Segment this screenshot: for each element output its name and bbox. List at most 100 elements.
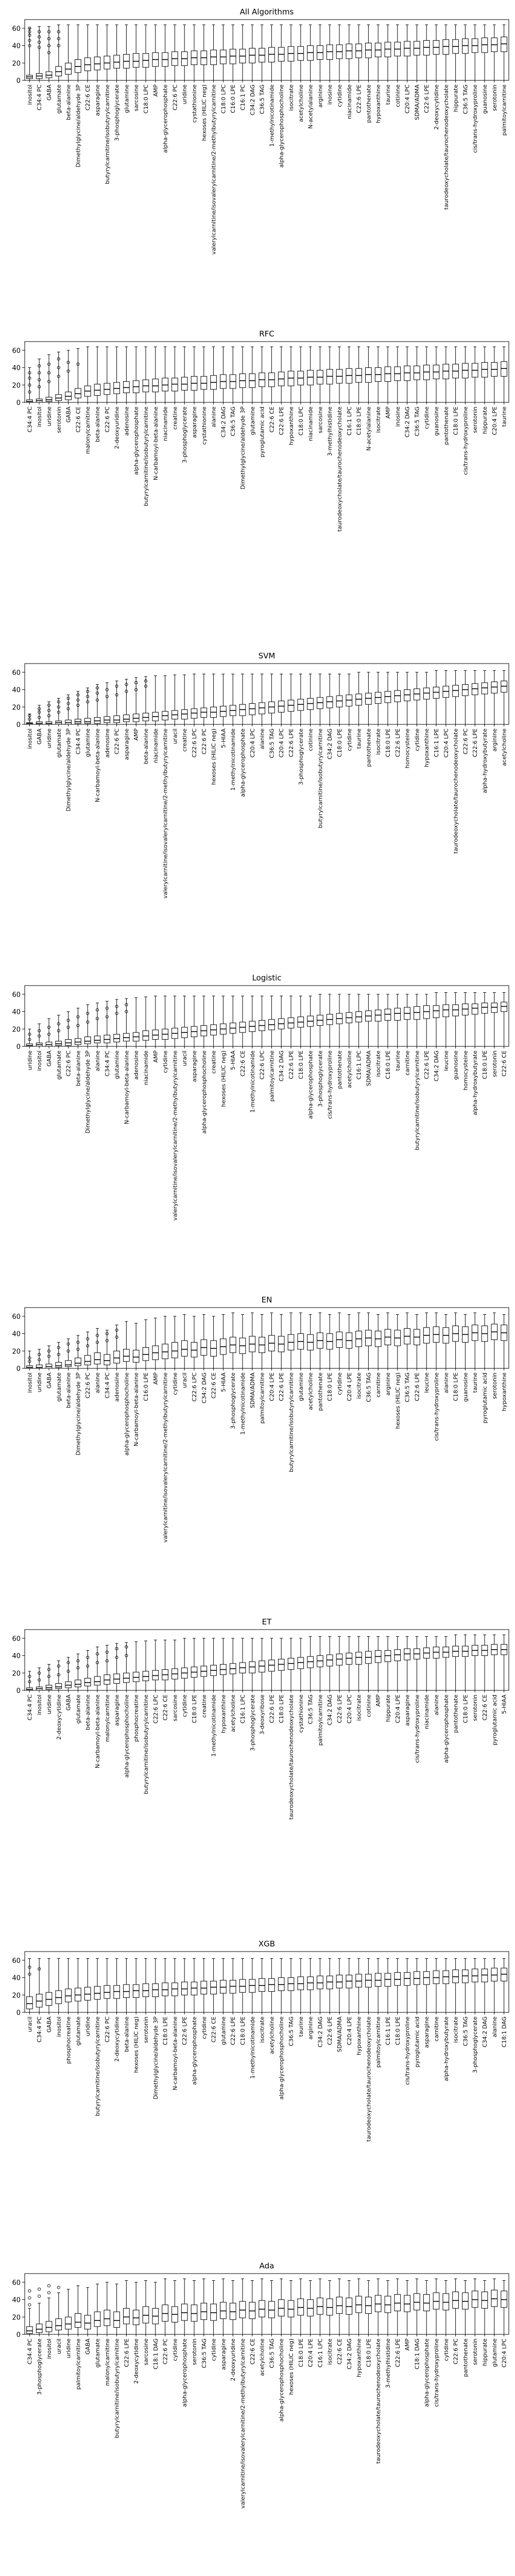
outlier-point — [28, 1972, 31, 1976]
x-tick-label: glutamate — [75, 2016, 81, 2046]
x-tick-label: guanosine — [433, 406, 440, 436]
outlier-point — [57, 375, 60, 378]
x-tick-label: acetylcholine — [230, 1694, 236, 1732]
x-tick-label: C18:1 DAG — [152, 2338, 159, 2369]
x-tick-label: C18:0 LPE — [453, 1372, 459, 1401]
x-tick-label: C16:0 LPE — [143, 1372, 149, 1401]
x-tick-label: asparagine — [404, 1694, 411, 1726]
x-tick-label: 5-HIAA — [501, 1694, 508, 1714]
x-tick-label: Dimethylglycine/aldehyde 3P — [152, 2016, 159, 2099]
x-tick-label: serotonin — [491, 84, 498, 111]
x-tick-label: 2-deoxycytidine — [433, 84, 440, 130]
x-tick-label: alanine — [491, 2016, 498, 2038]
box — [442, 364, 450, 379]
x-tick-label: C22:6 LPE — [288, 728, 295, 757]
box — [123, 1033, 130, 1042]
box — [414, 1971, 420, 1985]
x-tick-label: AMP — [152, 1050, 159, 1063]
x-tick-label: C18:0 LPE — [239, 2016, 246, 2045]
x-tick-label: valerylcarnitine/isovalerylcarnitine/2-m… — [162, 1372, 169, 1543]
outlier-point — [95, 686, 99, 690]
x-tick-label: creatine — [171, 406, 178, 430]
x-tick-label: C22:6 LPE — [356, 84, 363, 113]
box — [259, 2300, 265, 2317]
outlier-point — [38, 1678, 41, 1682]
box — [365, 43, 372, 58]
box — [384, 691, 391, 703]
outlier-point — [47, 44, 51, 47]
x-tick-label: C22:6 PC — [104, 406, 111, 433]
box — [346, 1975, 353, 1989]
x-tick-label: palmitoylcarnitine — [75, 2338, 81, 2390]
x-tick-label: inosine — [394, 406, 401, 427]
box — [123, 381, 130, 393]
x-tick-label: pantothenate — [317, 1372, 323, 1411]
x-tick-label: C36:5 TAG — [201, 2338, 208, 2368]
outlier-point — [28, 390, 31, 394]
box — [94, 1986, 101, 2000]
x-tick-label: C22:6 PC — [453, 2338, 459, 2365]
outlier-point — [47, 703, 51, 707]
box — [346, 368, 353, 384]
outlier-point — [47, 1668, 51, 1671]
x-tick-label: 5-HIAA — [230, 1050, 236, 1070]
outlier-point — [57, 30, 60, 33]
y-tick-label: 20 — [12, 1348, 21, 1355]
box — [384, 1650, 391, 1662]
x-tick-label: C34:4 PC — [26, 1694, 33, 1721]
x-tick-label: alanine — [211, 406, 217, 428]
box — [132, 1350, 140, 1363]
box — [181, 377, 188, 391]
x-tick-label: C18:0 LPE — [482, 1050, 488, 1079]
x-tick-label: acetylcholine — [501, 728, 508, 766]
box — [181, 2303, 188, 2321]
box — [75, 719, 81, 724]
x-tick-label: C18:0 LPC — [143, 84, 149, 114]
x-tick-label: uridine — [46, 1694, 53, 1715]
outlier-point — [28, 376, 31, 380]
outlier-point — [86, 1020, 90, 1024]
x-tick-label: C20:4 LPE — [346, 2016, 353, 2045]
outlier-point — [76, 698, 80, 702]
x-tick-label: C20:4 LPC — [404, 84, 411, 114]
box — [336, 2297, 343, 2314]
box — [287, 46, 295, 62]
box — [481, 1969, 488, 1982]
x-tick-label: beta-alanine — [84, 1694, 91, 1730]
box — [394, 1649, 401, 1662]
outlier-point — [28, 2289, 31, 2293]
outlier-point — [115, 1011, 118, 1015]
x-tick-label: beta-alanine — [94, 406, 101, 442]
box — [84, 1036, 91, 1044]
outlier-point — [57, 1664, 60, 1668]
y-tick-label: 40 — [12, 365, 21, 372]
x-tick-label: asparagine — [220, 2338, 227, 2370]
x-tick-label: SDMA/ADMA — [365, 1050, 372, 1087]
box — [142, 1983, 149, 1997]
x-tick-label: alpha-glycerophosphocholine — [278, 84, 285, 168]
x-tick-label: glutamine — [220, 2016, 227, 2045]
x-tick-label: taurine — [298, 2016, 304, 2037]
box — [142, 2306, 149, 2324]
x-tick-label: C20:4 LPE — [307, 2338, 314, 2367]
box — [45, 1042, 53, 1047]
x-tick-label: arginine — [317, 84, 323, 108]
box — [104, 1674, 111, 1685]
x-tick-label: AMP — [152, 1372, 159, 1385]
x-tick-label: glutamate — [56, 84, 62, 114]
x-tick-label: N-carbamoyl-beta-alanine — [123, 1050, 130, 1125]
y-tick-label: 60 — [12, 2279, 21, 2287]
box — [394, 1008, 401, 1021]
y-tick-label: 20 — [12, 2314, 21, 2321]
x-tick-label: beta-alanine — [123, 2016, 130, 2052]
x-tick-label: C36:5 TAG — [288, 2016, 295, 2046]
x-tick-label: isocitrate — [288, 84, 295, 111]
outlier-point — [95, 1333, 99, 1337]
x-tick-label: cis/trans-hydroxyproline — [433, 1372, 440, 1441]
x-tick-label: C20:4 LPC — [278, 728, 285, 758]
outlier-point — [47, 1349, 51, 1353]
x-tick-label: isocitrate — [356, 1694, 363, 1721]
x-tick-label: 2-deoxycytidine — [133, 2338, 140, 2384]
outlier-point — [47, 30, 51, 33]
x-tick-label: cystathionine — [191, 84, 198, 123]
